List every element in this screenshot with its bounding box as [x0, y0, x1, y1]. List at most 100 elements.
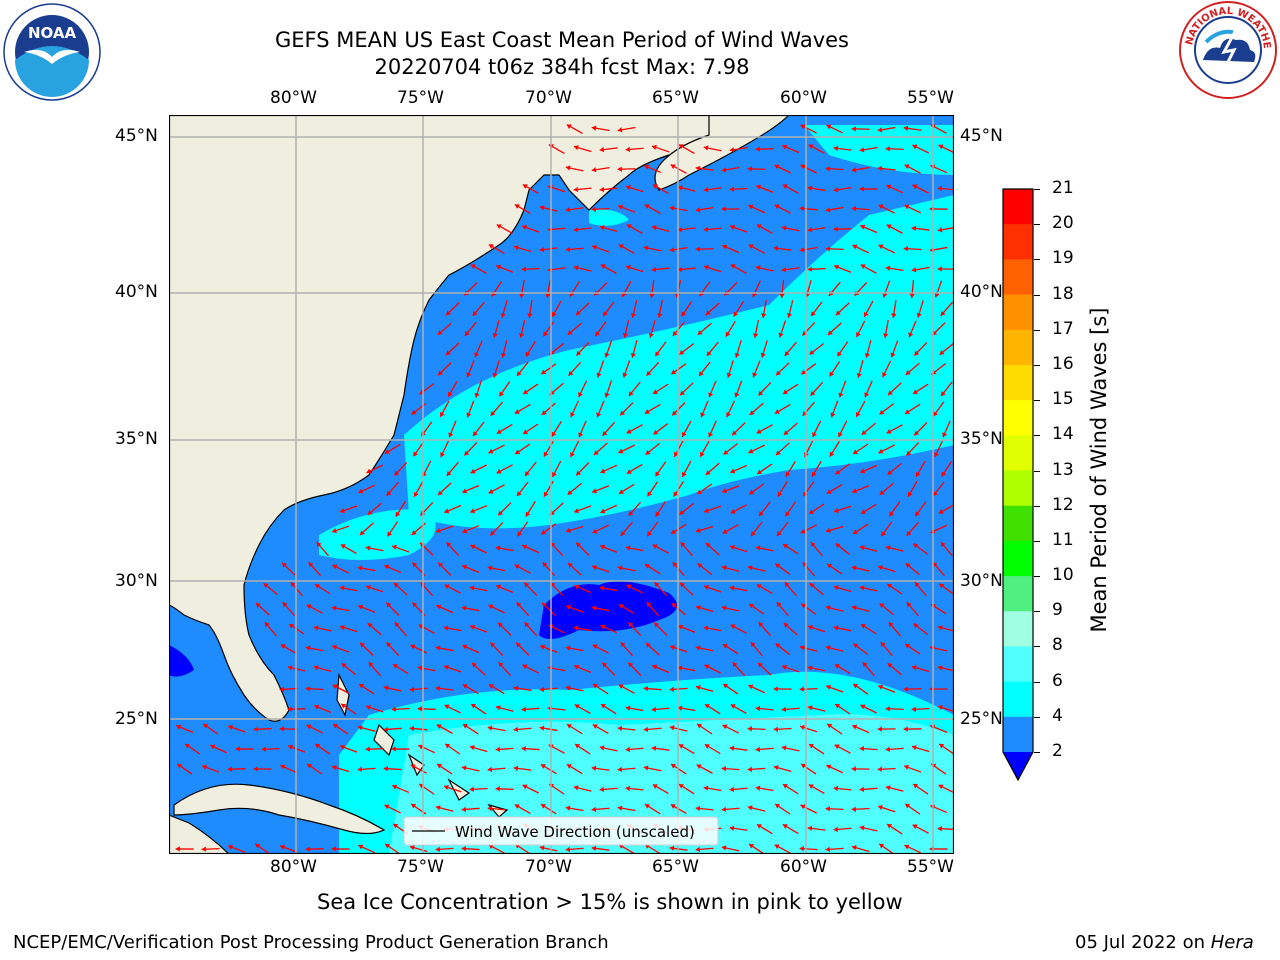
wave-direction-arrowhead: [392, 544, 398, 550]
wave-direction-arrowhead: [861, 429, 867, 435]
lon-label-top: 55°W: [907, 88, 954, 108]
wave-direction-arrowhead: [495, 786, 500, 792]
wave-direction-arrowhead: [490, 410, 496, 416]
wave-direction-arrowhead: [700, 412, 706, 418]
wave-direction-arrowhead: [913, 543, 919, 549]
wave-direction-arrowhead: [566, 604, 572, 610]
wave-direction-arrowhead: [515, 449, 521, 455]
wave-direction-arrowhead: [911, 745, 917, 751]
wave-direction-arrowhead: [469, 745, 475, 751]
colorbar-segment: [1003, 189, 1033, 225]
wave-direction-arrowhead: [888, 622, 894, 628]
wave-direction-arrowhead: [670, 644, 675, 651]
wave-direction-arrowhead: [279, 726, 284, 732]
wave-direction-arrowhead: [646, 602, 652, 608]
wave-direction-arrowhead: [851, 126, 856, 132]
colorbar-tick-label: 18: [1052, 283, 1074, 304]
wave-direction-arrowhead: [942, 432, 948, 438]
wave-direction-arrowhead: [474, 392, 480, 398]
wave-direction-arrowhead: [859, 585, 865, 591]
wave-direction-arrowhead: [386, 490, 392, 496]
wave-direction-arrowhead: [644, 409, 650, 414]
wave-direction-arrowhead: [879, 490, 885, 495]
lon-label-bottom: 65°W: [652, 857, 699, 877]
colorbar-tick: [1034, 505, 1040, 507]
wave-direction-arrowhead: [466, 372, 472, 378]
wave-direction-arrowhead: [695, 246, 700, 252]
wave-direction-arrowhead: [885, 146, 890, 152]
wave-direction-arrowhead: [748, 448, 754, 454]
wave-direction-arrowhead: [652, 184, 658, 189]
wave-direction-arrowhead: [853, 683, 859, 689]
wave-direction-arrowhead: [913, 783, 919, 789]
wave-direction-arrowhead: [185, 743, 191, 749]
wave-direction-arrowhead: [833, 226, 838, 232]
wave-direction-arrowhead: [524, 471, 530, 477]
wave-direction-arrowhead: [412, 602, 418, 608]
wave-direction-arrowhead: [487, 565, 493, 571]
wave-direction-arrowhead: [852, 724, 858, 730]
wave-direction-arrowhead: [462, 528, 468, 534]
wave-direction-arrowhead: [521, 746, 527, 752]
wave-direction-arrowhead: [905, 803, 911, 809]
wave-direction-arrowhead: [282, 602, 288, 608]
colorbar-tick: [1034, 611, 1040, 613]
wave-direction-arrowhead: [753, 333, 759, 338]
wave-direction-arrowhead: [340, 508, 345, 514]
colorbar-tick: [1034, 189, 1040, 190]
wave-direction-arrowhead: [599, 585, 605, 591]
wave-direction-arrowhead: [807, 185, 813, 191]
wave-direction-arrowhead: [500, 353, 507, 358]
wave-direction-arrowhead: [933, 411, 938, 417]
graticule: [169, 115, 954, 854]
wave-direction-arrowhead: [906, 602, 912, 608]
wave-direction-arrowhead: [937, 826, 942, 832]
wave-direction-arrowhead: [695, 527, 701, 533]
wave-direction-arrowhead: [385, 843, 391, 849]
wave-direction-arrowhead: [368, 662, 374, 668]
wave-direction-arrowhead: [755, 545, 761, 551]
wave-direction-arrowhead: [513, 685, 519, 691]
wave-direction-arrowhead: [645, 642, 651, 648]
wave-direction-arrowhead: [834, 664, 840, 669]
wave-direction-arrowhead: [175, 846, 180, 852]
wave-direction-arrowhead: [877, 127, 883, 133]
wave-direction-arrowhead: [438, 370, 444, 376]
wave-direction-arrowhead: [879, 603, 885, 609]
wave-direction-arrowhead: [541, 529, 547, 535]
wave-direction-arrowhead: [565, 805, 571, 811]
wave-direction-arrowhead: [574, 508, 580, 514]
wave-direction-arrowhead: [826, 764, 832, 770]
wave-direction-arrowhead: [305, 846, 310, 852]
wave-direction-arrowhead: [915, 471, 921, 477]
colorbar-tick-label: 17: [1052, 318, 1074, 339]
wave-direction-arrowhead: [517, 371, 522, 377]
wave-direction-arrowhead: [496, 584, 502, 590]
wave-direction-arrowhead: [903, 246, 908, 252]
wave-direction-arrowhead: [386, 642, 392, 648]
wave-direction-arrowhead: [860, 468, 866, 474]
wave-direction-arrowhead: [863, 311, 869, 317]
colorbar-segment: [1003, 505, 1033, 542]
wave-direction-arrowhead: [518, 333, 525, 338]
wave-direction-arrowhead: [722, 724, 728, 730]
wave-direction-arrowhead: [906, 450, 912, 456]
wave-direction-arrowhead: [567, 329, 573, 335]
colorbar-segment: [1003, 681, 1033, 718]
noaa-logo-text: NOAA: [28, 24, 77, 42]
wave-direction-arrowhead: [937, 185, 943, 192]
wave-direction-arrowhead: [905, 643, 911, 649]
wave-direction-arrowhead: [747, 166, 752, 172]
wave-direction-arrowhead: [565, 246, 571, 253]
wave-direction-arrowhead: [681, 471, 687, 477]
wave-direction-arrowhead: [313, 625, 319, 631]
wave-direction-arrowhead: [513, 765, 519, 772]
lon-label-bottom: 80°W: [270, 857, 317, 877]
wave-direction-arrowhead: [552, 472, 557, 477]
wave-direction-arrowhead: [913, 389, 919, 394]
wave-direction-arrowhead: [864, 352, 871, 358]
wave-direction-arrowhead: [697, 723, 703, 729]
wave-direction-arrowhead: [669, 845, 675, 852]
wave-direction-arrowhead: [393, 823, 399, 829]
wave-direction-arrowhead: [255, 602, 261, 608]
